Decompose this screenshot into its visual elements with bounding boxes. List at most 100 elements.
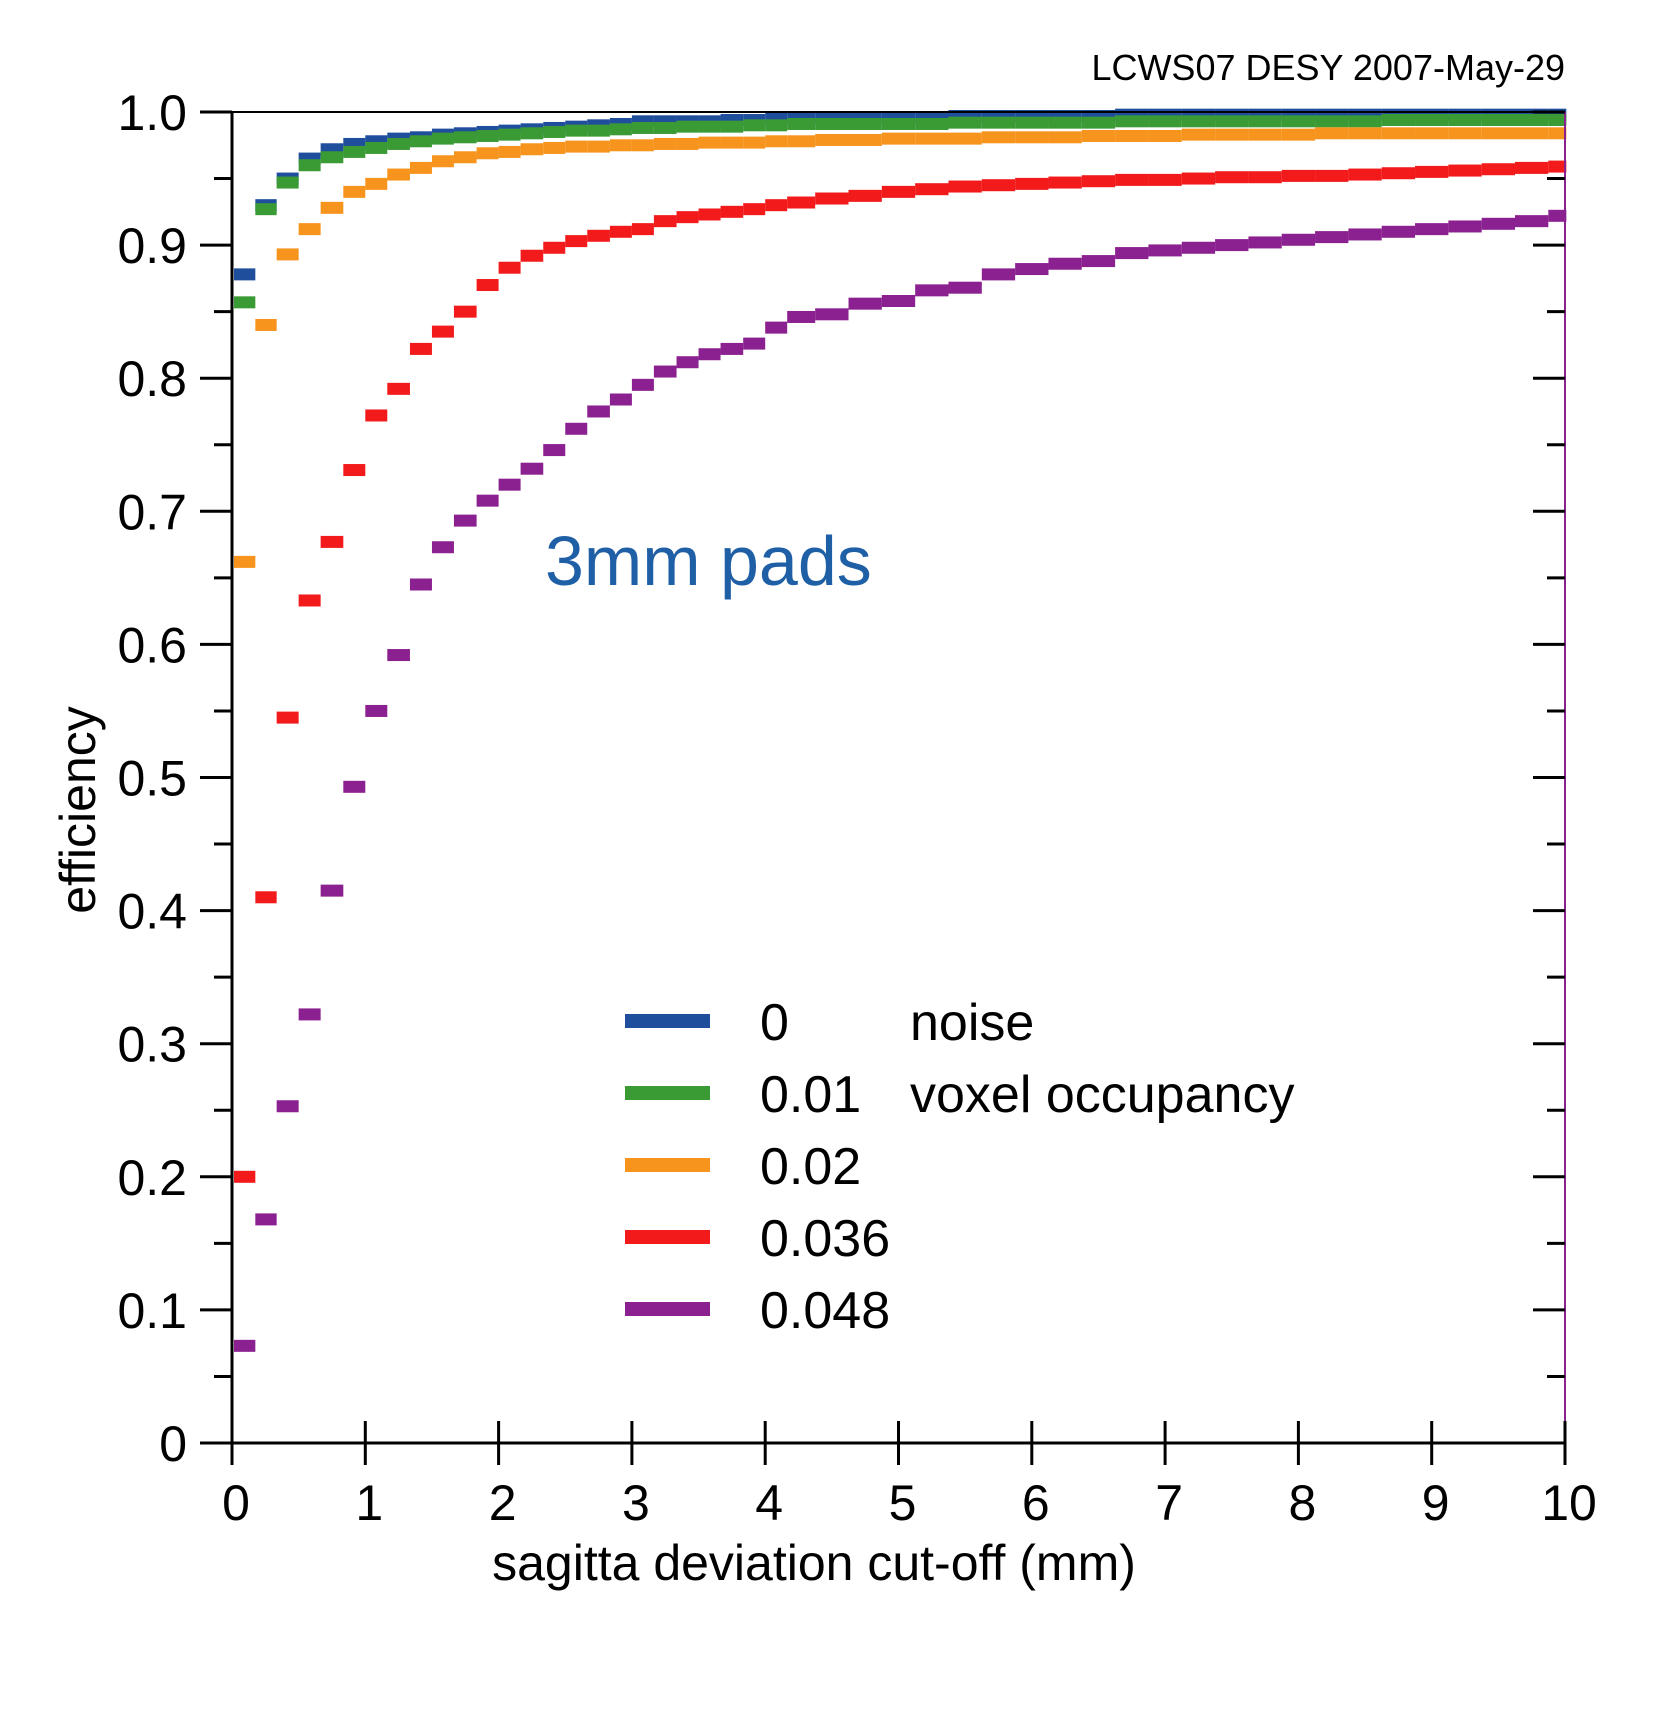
data-point (1548, 160, 1567, 173)
legend-label: 0.02 (760, 1138, 861, 1196)
data-point (743, 337, 766, 350)
x-axis-title: sagitta deviation cut-off (mm) (492, 1535, 1136, 1591)
data-point (1315, 169, 1349, 182)
data-point (1315, 231, 1349, 244)
data-point (1081, 116, 1116, 129)
data-point (543, 141, 566, 154)
data-point (848, 297, 882, 310)
data-point (1181, 128, 1216, 141)
data-point (365, 704, 388, 717)
data-point (698, 208, 721, 221)
y-tick-label: 0.6 (117, 617, 187, 673)
data-point (431, 541, 454, 554)
data-point (1381, 113, 1416, 126)
data-point (1481, 163, 1516, 176)
data-point (587, 405, 610, 418)
data-point (255, 318, 277, 331)
data-point (1281, 169, 1316, 182)
data-point (276, 248, 299, 261)
legend-label: 0.01 (760, 1066, 861, 1124)
y-tick-label: 0.3 (117, 1017, 187, 1073)
data-point (255, 1213, 277, 1226)
x-tick-label: 3 (622, 1475, 650, 1531)
data-point (981, 116, 1016, 129)
data-point (631, 223, 654, 236)
header-label: LCWS07 DESY 2007-May-29 (1091, 47, 1565, 88)
data-point (520, 127, 544, 140)
data-point (1481, 127, 1516, 140)
data-point (653, 137, 677, 150)
legend-label: 0.048 (760, 1282, 890, 1340)
data-point (320, 535, 344, 548)
data-point (343, 185, 366, 198)
data-point (565, 235, 588, 248)
data-point (881, 117, 916, 130)
y-tick-label: 0.1 (117, 1283, 187, 1339)
y-tick-label: 0 (159, 1416, 187, 1472)
data-point (1548, 209, 1567, 222)
data-point (431, 325, 454, 338)
data-point (1348, 127, 1382, 140)
data-point (981, 179, 1016, 192)
data-point (1348, 228, 1382, 241)
data-point (698, 120, 721, 133)
data-point (676, 211, 699, 224)
data-point (587, 229, 610, 242)
data-point (743, 119, 766, 132)
y-tick-label: 0.2 (117, 1150, 187, 1206)
data-point (1048, 176, 1082, 189)
data-point (1215, 115, 1249, 128)
data-point (1248, 171, 1282, 184)
data-point (520, 249, 544, 262)
data-point (1048, 257, 1082, 270)
data-point (915, 117, 949, 130)
data-point (743, 203, 766, 216)
data-point (476, 129, 499, 142)
data-point (1481, 113, 1516, 126)
data-point (1281, 128, 1316, 141)
data-point (631, 121, 654, 134)
data-point (409, 135, 432, 148)
x-tick-label: 8 (1288, 1475, 1316, 1531)
legend-swatch (625, 1158, 710, 1172)
data-point (409, 342, 432, 355)
data-point (365, 409, 388, 422)
data-point (453, 514, 477, 527)
data-point (765, 321, 788, 334)
legend-label: 0.036 (760, 1210, 890, 1268)
data-point (365, 141, 388, 154)
data-point (698, 136, 721, 149)
data-point (1381, 225, 1416, 238)
data-point (320, 201, 344, 214)
data-point (1115, 129, 1149, 142)
data-point (1081, 129, 1116, 142)
data-point (298, 159, 321, 172)
data-point (815, 308, 849, 321)
data-point (815, 117, 849, 130)
data-point (915, 284, 949, 297)
data-point (298, 1008, 321, 1021)
data-point (1315, 115, 1349, 128)
data-point (234, 555, 256, 568)
data-point (948, 116, 982, 129)
plot-annotation: 3mm pads (545, 522, 872, 600)
data-point (234, 1339, 256, 1352)
y-tick-label: 1.0 (117, 85, 187, 141)
data-point (848, 133, 882, 146)
x-tick-label: 1 (355, 1475, 383, 1531)
data-point (1315, 127, 1349, 140)
x-tick-label: 2 (489, 1475, 517, 1531)
series-0.02 (234, 127, 1567, 568)
data-point (1281, 233, 1316, 246)
data-point (1015, 177, 1049, 190)
data-point (1381, 127, 1416, 140)
data-point (565, 124, 588, 137)
legend-swatch (625, 1086, 710, 1100)
data-point (1081, 255, 1116, 268)
data-point (453, 305, 477, 318)
data-point (320, 151, 344, 164)
data-point (587, 140, 610, 153)
data-point (1215, 171, 1249, 184)
data-point (498, 128, 521, 141)
y-tick-label: 0.4 (117, 884, 187, 940)
